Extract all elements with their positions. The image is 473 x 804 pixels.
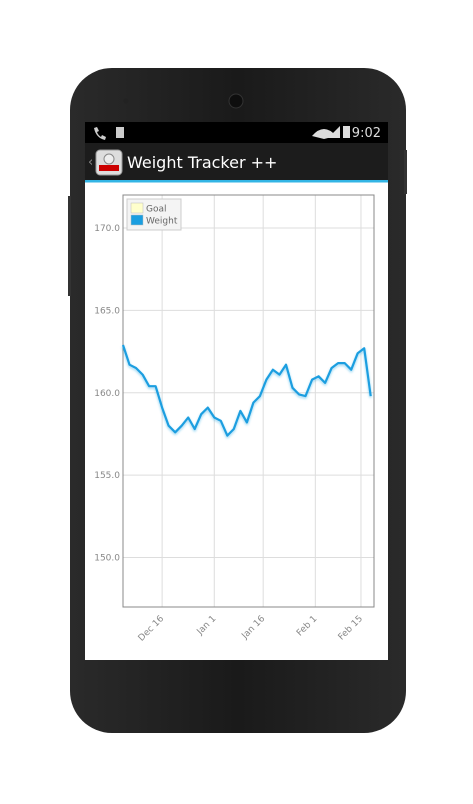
- status-bar: [85, 122, 388, 143]
- sim-icon: [116, 127, 124, 138]
- y-tick-label: 170.0: [94, 224, 120, 234]
- side-button: [404, 150, 407, 194]
- sensor: [123, 98, 129, 104]
- phone-icon: [94, 127, 106, 140]
- app-title: Weight Tracker ++: [127, 153, 277, 172]
- legend-label: Weight: [146, 217, 178, 227]
- app-icon[interactable]: [95, 149, 123, 176]
- y-tick-label: 160.0: [94, 389, 120, 399]
- legend-swatch: [130, 202, 144, 214]
- up-caret[interactable]: ‹: [88, 155, 93, 170]
- front-camera: [228, 93, 244, 109]
- plot-area: [123, 195, 374, 607]
- legend-label: Goal: [146, 205, 167, 215]
- plot-frame: [122, 194, 375, 608]
- signal-icon: [328, 126, 340, 138]
- y-tick-label: 165.0: [94, 306, 120, 316]
- y-tick-label: 150.0: [94, 554, 120, 564]
- data-line: [121, 344, 372, 437]
- y-tick-label: 155.0: [94, 471, 120, 481]
- battery-icon: [343, 126, 350, 138]
- legend-swatch: [130, 214, 144, 226]
- status-time: 9:02: [352, 126, 381, 141]
- action-bar: [85, 143, 388, 180]
- side-button: [68, 196, 71, 296]
- action-bar-divider: [85, 180, 388, 183]
